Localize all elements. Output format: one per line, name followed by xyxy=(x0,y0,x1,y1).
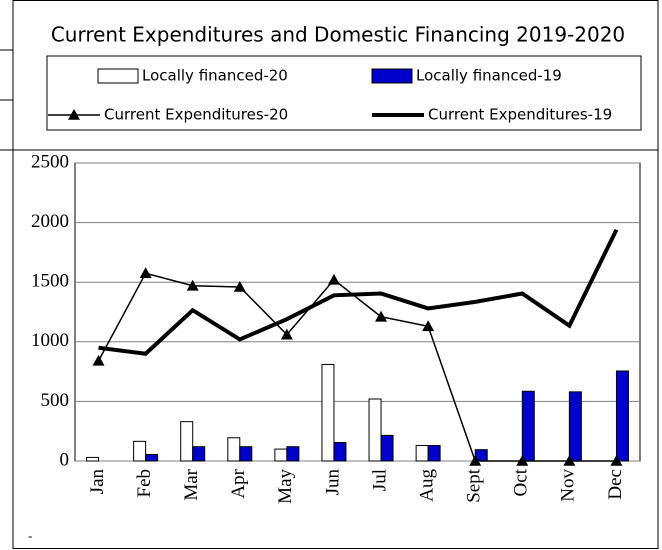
bar xyxy=(321,363,335,462)
bar xyxy=(286,446,300,462)
legend-label: Current Expenditures-19 xyxy=(428,106,612,124)
marker xyxy=(186,279,199,291)
marker xyxy=(327,273,340,285)
x-tick-label: Feb xyxy=(134,469,155,498)
x-tick-label: Aug xyxy=(416,469,437,502)
plot-area xyxy=(74,162,641,462)
y-tick-label: 500 xyxy=(41,390,70,411)
bar xyxy=(521,390,535,462)
x-tick-label: Sept xyxy=(464,468,485,503)
x-tick-label: May xyxy=(275,469,296,504)
legend-marker xyxy=(68,109,80,120)
bar xyxy=(192,446,206,462)
x-tick-label: Nov xyxy=(558,469,579,502)
bar xyxy=(274,448,288,462)
bar xyxy=(568,391,582,462)
legend-label: Locally financed-20 xyxy=(142,67,288,85)
bar xyxy=(239,446,253,462)
marker xyxy=(233,280,246,292)
marker xyxy=(422,320,435,332)
x-tick-label: Jun xyxy=(322,469,343,496)
bar xyxy=(145,453,159,462)
legend-label: Locally financed-19 xyxy=(416,67,562,85)
bar xyxy=(86,456,100,462)
chart-title: Current Expenditures and Domestic Financ… xyxy=(51,23,625,47)
marker xyxy=(469,455,482,466)
line-series xyxy=(98,228,619,356)
bar xyxy=(368,398,382,462)
bar xyxy=(333,442,347,462)
legend-swatch xyxy=(371,68,413,84)
marker xyxy=(375,310,388,322)
bar xyxy=(227,437,241,462)
bar xyxy=(133,440,147,462)
bar xyxy=(427,445,441,462)
marker xyxy=(92,354,105,366)
marker xyxy=(516,455,529,466)
marker xyxy=(139,267,152,279)
y-tick-label: 1500 xyxy=(31,271,69,292)
y-tick-label: 2500 xyxy=(31,151,69,172)
y-tick-label: 2000 xyxy=(31,211,69,232)
x-tick-label: Mar xyxy=(181,468,202,500)
bar xyxy=(615,370,629,462)
line-series xyxy=(97,272,617,462)
x-tick-label: Jan xyxy=(87,469,108,495)
x-tick-label: Dec xyxy=(605,469,626,500)
chart-frame xyxy=(12,0,659,549)
note: - xyxy=(28,530,32,544)
x-tick-label: Jul xyxy=(369,469,390,491)
bar xyxy=(180,421,194,462)
legend-label: Current Expenditures-20 xyxy=(104,106,288,124)
y-tick-label: 1000 xyxy=(31,330,69,351)
bar xyxy=(415,445,429,462)
marker xyxy=(610,455,623,466)
legend-swatch xyxy=(97,68,139,84)
x-tick-label: Apr xyxy=(228,468,249,498)
y-tick-label: 0 xyxy=(60,449,70,470)
x-tick-label: Oct xyxy=(511,468,532,496)
marker xyxy=(280,328,293,340)
marker xyxy=(563,455,576,466)
bar xyxy=(380,434,394,462)
legend-frame xyxy=(46,55,642,131)
